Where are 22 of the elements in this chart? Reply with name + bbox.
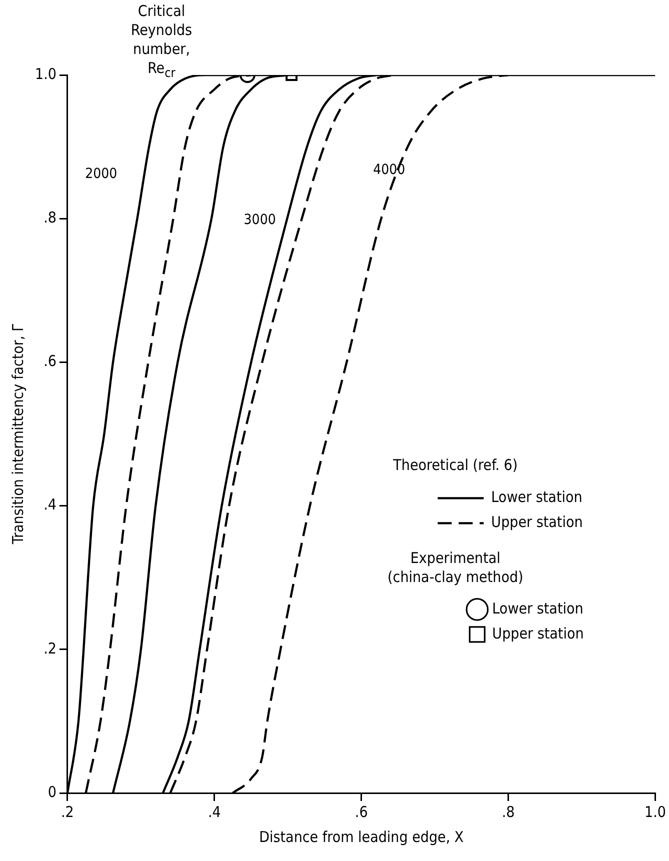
y-tick-label: .4 — [44, 496, 56, 514]
x-axis-title: Distance from leading edge, X — [259, 828, 464, 846]
y-tick-label: .2 — [44, 639, 56, 658]
y-tick-label: 1.0 — [35, 64, 56, 83]
x-tick-label: .8 — [502, 802, 515, 821]
annotation: Theoretical (ref. 6) — [393, 456, 518, 475]
x-tick-label: 1.0 — [644, 802, 666, 821]
x-tick-label: .4 — [208, 802, 221, 821]
x-tick-label: .2 — [61, 802, 74, 821]
legend-label: Upper station — [491, 513, 583, 532]
y-tick-label: .8 — [44, 208, 56, 226]
annotation: Experimental (china-clay method) — [388, 548, 524, 587]
annotation: 2000 — [85, 164, 118, 184]
y-tick-label: .6 — [44, 352, 56, 370]
annotation: 3000 — [244, 211, 276, 230]
legend-label: Upper station — [492, 624, 584, 642]
legend-label: Lower station — [491, 488, 582, 506]
y-axis-title: Transition intermittency factor, Γ — [8, 323, 27, 546]
y-tick-label: 0 — [48, 782, 56, 801]
annotation: Critical Reynolds number, Re$_{cr}$ — [130, 2, 192, 82]
legend-label: Lower station — [492, 599, 584, 618]
x-tick-label: .6 — [354, 802, 368, 821]
